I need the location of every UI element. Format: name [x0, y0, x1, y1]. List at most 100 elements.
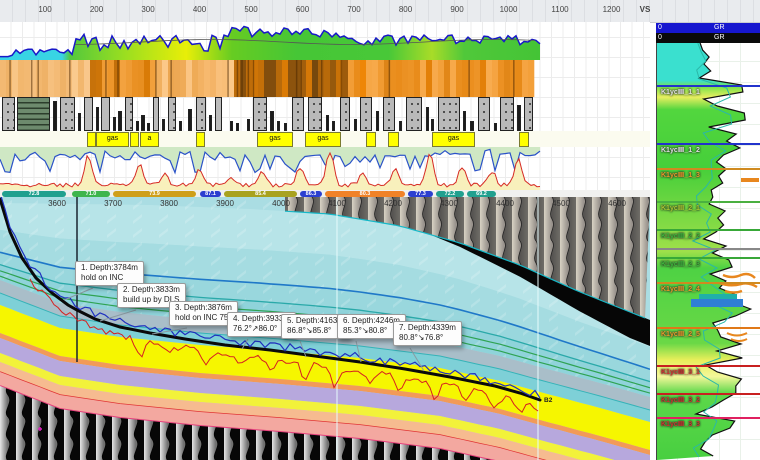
- image-log-track: [0, 60, 535, 97]
- gr-correlation-panel[interactable]: 0 GR 0 GR K1ycⅢ_1_1 K1ycⅢ_1_2 K1ycⅢ_1_3 K1y…: [656, 23, 760, 460]
- formation-marker-label: K1ycⅢ_2_2: [661, 233, 700, 240]
- lithology-block: [2, 97, 15, 131]
- section-depth-label: 4000: [272, 199, 290, 208]
- formation-marker-line: [657, 168, 760, 170]
- inclination-pill: 87.1: [200, 190, 221, 197]
- inclination-pill: 85.4: [224, 190, 297, 197]
- formation-marker-label: K1ycⅢ_2_3: [661, 261, 700, 268]
- inclination-pill: 73.9: [113, 190, 196, 197]
- formation-marker-line: [657, 229, 760, 231]
- log-tracks-panel: gas a gas gas gas 72.8 71.0 73.9 87.1 85.4 86.3 80…: [0, 22, 650, 197]
- trajectory-annotation-1[interactable]: 1. Depth:3784m hold on INC: [75, 261, 144, 286]
- gas-label: [87, 132, 96, 147]
- lithology-block: [270, 111, 274, 131]
- inclination-pill: 77.3: [408, 190, 433, 197]
- ruler-tick: 500: [244, 5, 258, 14]
- ruler-tick: 1000: [499, 5, 518, 14]
- ruler-unit-label: VS: [639, 5, 651, 14]
- gr-curve-drawing: [657, 42, 759, 460]
- lithology-block: [209, 115, 212, 131]
- lithology-block: [326, 115, 329, 131]
- lithology-block: [277, 121, 280, 131]
- formation-marker-label: K1ycⅢ_2_5: [661, 331, 700, 338]
- formation-marker-line: [657, 365, 760, 367]
- section-depth-label: 4200: [384, 199, 402, 208]
- section-depth-label: 4300: [440, 199, 458, 208]
- section-depth-label: 3700: [104, 199, 122, 208]
- formation-marker-label: K1ycⅢ_3_2: [661, 397, 700, 404]
- lithology-block: [376, 111, 379, 131]
- lithology-block: [284, 123, 287, 131]
- section-depth-label: 3600: [48, 199, 66, 208]
- lithology-block: [292, 97, 304, 131]
- inclination-pill: 72.2: [436, 190, 464, 197]
- ruler-tick: 1200: [602, 5, 621, 14]
- formation-marker-line: [657, 327, 760, 329]
- gas-label: gas: [432, 132, 475, 147]
- lithology-block: [162, 119, 165, 131]
- gr-scale-min-2: 0: [658, 34, 662, 41]
- section-depth-label: 3900: [216, 199, 234, 208]
- ruler-tick: 200: [89, 5, 104, 14]
- lithology-block: [524, 97, 533, 131]
- vs-ruler: 100 200 300 400 500 600 700 800 900 1000 1100 1200 V…: [0, 0, 760, 23]
- lithology-block: [168, 97, 176, 131]
- formation-marker-line: [657, 248, 760, 250]
- gr-header-black: 0 GR: [656, 33, 760, 43]
- lithology-block: [247, 119, 250, 131]
- lithology-block: [78, 113, 81, 131]
- lithology-block: [230, 121, 233, 131]
- lithology-block: [84, 97, 93, 131]
- section-depth-label: 4100: [328, 199, 346, 208]
- lithology-block: [101, 97, 110, 131]
- lithology-block: [179, 121, 182, 131]
- gas-label: a: [140, 132, 159, 147]
- lithology-block: [463, 111, 466, 131]
- section-depth-label: 4400: [496, 199, 514, 208]
- lithology-block: [399, 121, 402, 131]
- gr-header-blue: 0 GR: [656, 23, 760, 33]
- curve-track: [0, 147, 541, 190]
- inclination-pill: 72.8: [2, 190, 66, 197]
- lithology-block: [236, 123, 239, 131]
- formation-marker-label: K1ycⅢ_2_1: [661, 205, 700, 212]
- lithology-block: [340, 97, 350, 131]
- gas-label: gas: [257, 132, 293, 147]
- inclination-pill: 71.0: [72, 190, 110, 197]
- ruler-tick: 800: [398, 5, 413, 14]
- lithology-block: [438, 97, 460, 131]
- ruler-tick: 100: [38, 5, 52, 14]
- lithology-block: [383, 97, 395, 131]
- target-point-label: B2: [544, 397, 553, 404]
- formation-marker-line: [657, 257, 760, 259]
- gr-log-area: K1ycⅢ_1_1 K1ycⅢ_1_2 K1ycⅢ_1_3 K1ycⅢ_2_1 K1yc…: [656, 42, 760, 460]
- ruler-tick: 400: [192, 5, 207, 14]
- formation-marker-label: K1ycⅢ_1_1: [661, 89, 700, 96]
- gr-track: [0, 25, 541, 60]
- lithology-block: [188, 109, 192, 131]
- gas-label: gas: [305, 132, 341, 147]
- lithology-block: [17, 97, 50, 131]
- lithology-block: [118, 111, 122, 131]
- trajectory-annotation-7[interactable]: 7. Depth:4339m 80.8°↘76.8°: [393, 321, 462, 346]
- lithology-block: [494, 123, 497, 131]
- inclination-pill: 86.3: [300, 190, 322, 197]
- lithology-block: [253, 97, 267, 131]
- lithology-block: [125, 97, 133, 131]
- gas-show-track: gas a gas gas gas: [0, 131, 650, 147]
- gas-label: gas: [96, 132, 129, 147]
- gas-label: [519, 132, 529, 147]
- formation-marker-label: K1ycⅢ_3_3: [661, 421, 700, 428]
- inclination-pill: 69.2: [467, 190, 496, 197]
- section-depth-label: 4500: [552, 199, 570, 208]
- lithology-block: [500, 97, 514, 131]
- ruler-tick: 700: [347, 5, 361, 14]
- lithology-block: [147, 123, 150, 131]
- gr-header-title-2: GR: [714, 34, 725, 41]
- trajectory-annotation-3[interactable]: 3. Depth:3876m hold on INC 75°: [169, 301, 238, 326]
- lithology-block: [426, 107, 429, 131]
- lithology-track: [0, 97, 650, 131]
- formation-marker-line: [657, 143, 760, 145]
- section-depth-label: 3800: [160, 199, 178, 208]
